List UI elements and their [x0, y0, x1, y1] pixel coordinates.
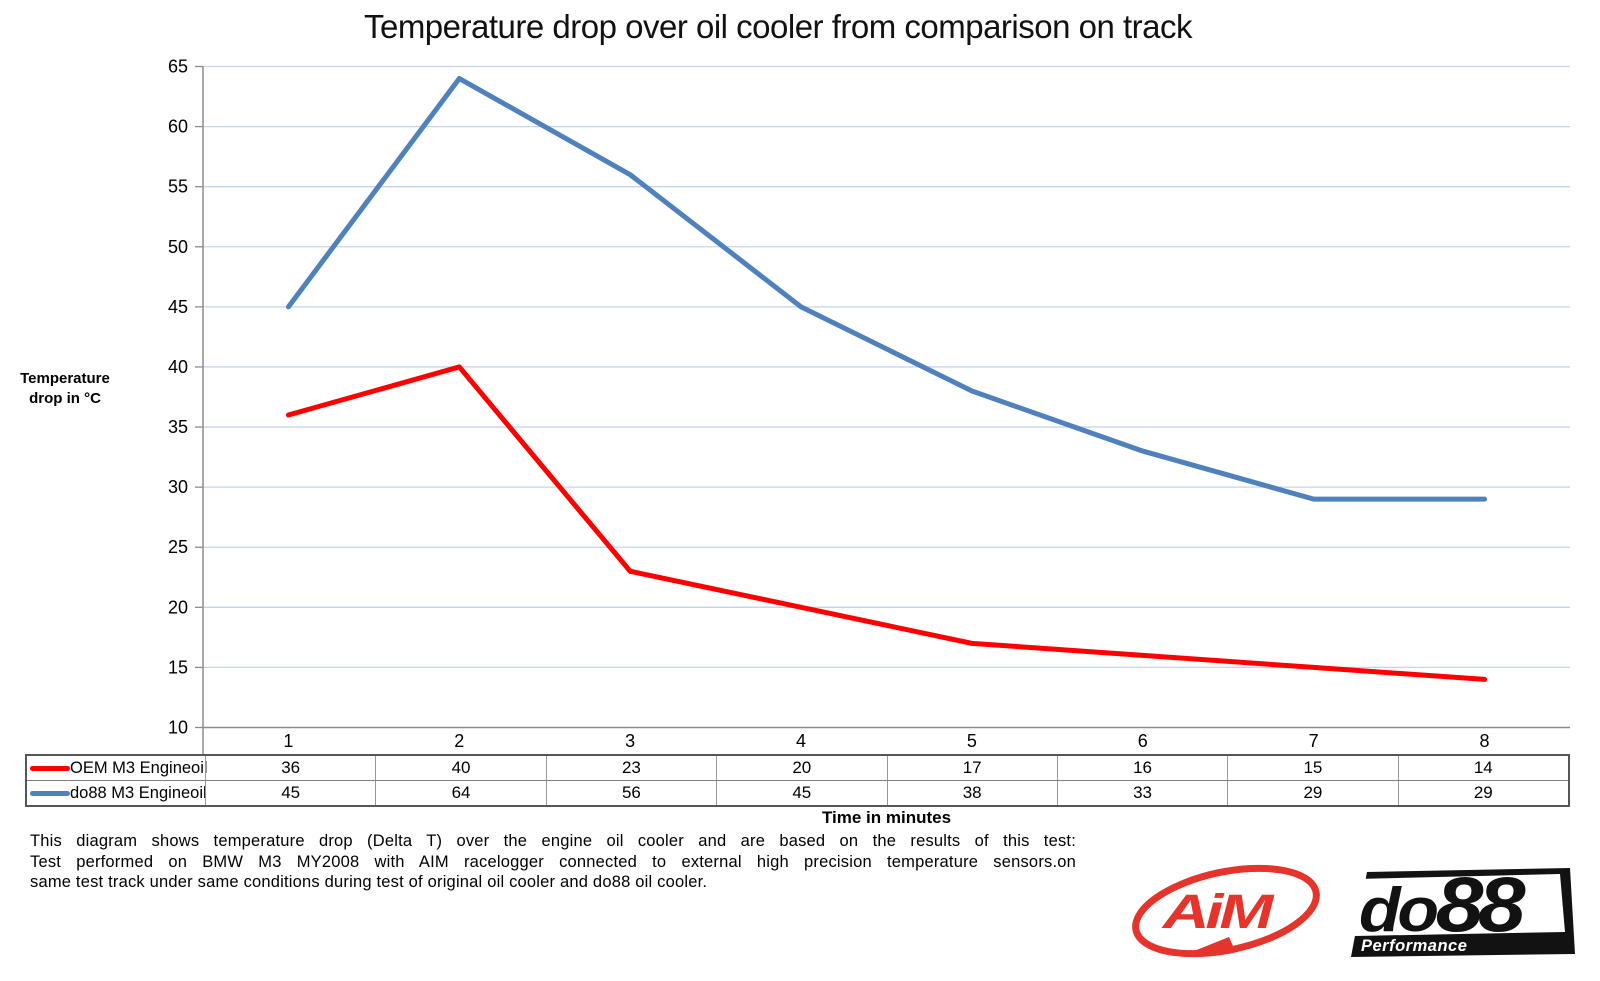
- do88-logo-inner: [1355, 874, 1565, 936]
- y-tick-label: 45: [168, 297, 188, 317]
- y-axis-title-line2: drop in °C: [29, 390, 101, 407]
- footnote-line-3: same test track under same conditions du…: [30, 873, 708, 891]
- aim-logo-swoosh: [1184, 937, 1233, 956]
- y-axis-title: Temperature drop in °C: [14, 369, 116, 409]
- y-tick-label: 15: [168, 657, 188, 677]
- value-cell-0-6: 16: [1056, 756, 1227, 780]
- do88-logo-do: do: [1359, 875, 1437, 944]
- do88-logo-wordmark: do88: [1359, 864, 1526, 948]
- do88-logo-performance: Performance: [1361, 937, 1467, 955]
- legend-item-1: do88 M3 Engineoil: [27, 781, 207, 805]
- y-tick-label: 20: [168, 597, 188, 617]
- legend-item-0: OEM M3 Engineoil: [27, 756, 208, 780]
- legend-swatch-icon: [30, 765, 70, 771]
- value-cell-1-2: 64: [375, 781, 545, 805]
- value-cell-0-2: 40: [375, 756, 545, 780]
- aim-logo-text: AiM: [1160, 885, 1275, 939]
- aim-logo-ellipse: [1132, 864, 1320, 958]
- aim-logo: AiM: [1132, 864, 1320, 958]
- y-tick-label: 40: [168, 357, 188, 377]
- value-cell-0-4: 20: [716, 756, 886, 780]
- value-cell-0-7: 15: [1227, 756, 1397, 780]
- table-row-0: OEM M3 Engineoil 36 40 23 20 17 16 15 14: [27, 756, 1568, 780]
- footnote-line-2: Test performed on BMW M3 MY2008 with AIM…: [30, 852, 1076, 871]
- y-tick-label: 10: [168, 718, 188, 738]
- table-row-1: do88 M3 Engineoil 45 64 56 45 38 33 29 29: [27, 780, 1568, 805]
- x-tick-label-4: 4: [796, 731, 807, 751]
- footnote: This diagram shows temperature drop (Del…: [30, 831, 1076, 893]
- value-cell-1-7: 29: [1227, 781, 1397, 805]
- y-axis-title-line1: Temperature: [20, 370, 110, 387]
- y-tick-label: 25: [168, 537, 188, 557]
- y-tick-label: 50: [168, 237, 188, 257]
- x-tick-label-5: 5: [966, 731, 977, 751]
- value-cell-1-6: 33: [1056, 781, 1227, 805]
- x-tick-label-7: 7: [1308, 731, 1319, 751]
- data-table: OEM M3 Engineoil 36 40 23 20 17 16 15 14 do88 M3 …: [25, 754, 1570, 807]
- value-cell-0-8: 14: [1397, 756, 1568, 780]
- x-axis-title: Time in minutes: [821, 808, 952, 827]
- legend-label: OEM M3 Engineoil: [70, 759, 208, 777]
- x-tick-label-1: 1: [283, 731, 294, 751]
- do88-logo: do88 Performance: [1351, 864, 1575, 957]
- value-cell-1-8: 29: [1397, 781, 1568, 805]
- footnote-line-1: This diagram shows temperature drop (Del…: [30, 832, 1076, 850]
- value-cell-1-1: 45: [205, 781, 375, 805]
- y-tick-label: 65: [168, 57, 188, 77]
- do88-logo-88: 88: [1436, 864, 1526, 948]
- x-axis-labels: 1 2 3 4 5 6 7 8: [203, 729, 1570, 753]
- legend-label: do88 M3 Engineoil: [70, 784, 207, 802]
- value-cell-0-3: 23: [545, 756, 716, 780]
- x-tick-label-3: 3: [625, 731, 636, 751]
- y-tick-label: 55: [168, 177, 188, 197]
- y-tick-label: 30: [168, 477, 188, 497]
- series-line-1: [285, 76, 1488, 502]
- value-cell-1-5: 38: [886, 781, 1057, 805]
- value-cell-1-3: 56: [545, 781, 716, 805]
- value-cell-1-4: 45: [716, 781, 886, 805]
- chart-title: Temperature drop over oil cooler from co…: [363, 8, 1193, 45]
- x-tick-label-8: 8: [1479, 731, 1490, 751]
- legend-swatch-icon: [30, 790, 70, 796]
- x-tick-label-6: 6: [1137, 731, 1148, 751]
- series-line-0: [285, 364, 1488, 682]
- y-tick-label: 35: [168, 417, 188, 437]
- value-cell-0-5: 17: [886, 756, 1057, 780]
- x-tick-label-2: 2: [454, 731, 465, 751]
- y-tick-label: 60: [168, 117, 188, 137]
- value-cell-0-1: 36: [205, 756, 375, 780]
